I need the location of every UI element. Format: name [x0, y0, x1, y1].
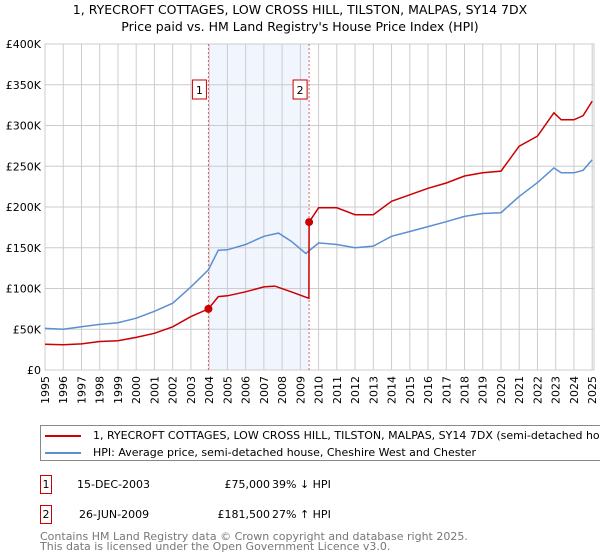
legend: 1, RYECROFT COTTAGES, LOW CROSS HILL, TI…	[40, 425, 600, 461]
sale-label-box	[292, 79, 308, 100]
sale-point	[204, 304, 213, 313]
x-tick-label: 2000	[130, 376, 143, 404]
sale-label-box	[191, 79, 207, 100]
y-tick-label: £300K	[6, 120, 42, 133]
y-tick-label: £200K	[6, 201, 42, 214]
x-tick-label: 2014	[386, 376, 399, 404]
x-tick-label: 2001	[148, 376, 161, 404]
footer-copyright: Contains HM Land Registry data © Crown c…	[40, 530, 468, 543]
legend-item-hpi: HPI: Average price, semi-detached house,…	[45, 446, 476, 459]
x-tick-label: 2009	[294, 376, 307, 404]
y-tick-label: £350K	[6, 79, 42, 92]
x-tick-label: 2025	[586, 376, 599, 404]
x-tick-label: 2011	[331, 376, 344, 404]
x-tick-label: 2005	[221, 376, 234, 404]
y-tick-label: £250K	[6, 160, 42, 173]
x-tick-label: 2018	[459, 376, 472, 404]
legend-item-property: 1, RYECROFT COTTAGES, LOW CROSS HILL, TI…	[45, 429, 600, 442]
x-tick-label: 2012	[349, 376, 362, 404]
x-tick-label: 2010	[313, 376, 326, 404]
transaction-hpi: 27% ↑ HPI	[272, 508, 331, 521]
property-price-line	[44, 100, 593, 346]
sale-label: 1	[196, 84, 203, 97]
x-tick-label: 1999	[112, 376, 125, 404]
plot-frame	[44, 43, 595, 371]
hpi-line	[44, 159, 593, 331]
price-chart: 1995 1996 1997 1998 1999 2000 2001 2002 2003 2004…	[6, 38, 599, 404]
sale-point	[305, 218, 314, 227]
legend-label: HPI: Average price, semi-detached house,…	[93, 446, 477, 459]
transaction-date: 15-DEC-2003	[77, 478, 151, 491]
legend-swatch-blue	[45, 451, 81, 454]
x-tick-label: 2023	[550, 376, 563, 404]
x-tick-label: 1996	[57, 376, 70, 404]
x-tick-label: 2017	[440, 376, 453, 404]
chart-title: 1, RYECROFT COTTAGES, LOW CROSS HILL, TI…	[72, 2, 528, 17]
transaction-row: 1 15-DEC-2003 £75,000 39% ↓ HPI	[40, 475, 600, 497]
y-tick-label: £100K	[6, 283, 42, 296]
transaction-badge: 1	[40, 475, 52, 494]
legend-swatch-red	[45, 434, 81, 437]
transaction-price: £75,000	[224, 478, 271, 491]
x-tick-label: 2013	[367, 376, 380, 404]
transaction-price: £181,500	[217, 508, 271, 521]
y-tick-label: £400K	[6, 38, 42, 51]
x-tick-label: 2006	[240, 376, 253, 404]
x-tick-label: 2019	[477, 376, 490, 404]
x-tick-label: 2020	[495, 376, 508, 404]
x-tick-label: 2015	[404, 376, 417, 404]
x-tick-label: 2003	[185, 376, 198, 404]
y-tick-label: £0	[27, 364, 41, 377]
x-tick-label: 2002	[167, 376, 180, 404]
transaction-date: 26-JUN-2009	[79, 508, 150, 521]
footer-licence: This data is licensed under the Open Gov…	[40, 540, 391, 553]
x-tick-label: 1995	[39, 376, 52, 404]
x-tick-label: 2008	[276, 376, 289, 404]
x-tick-label: 2016	[422, 376, 435, 404]
x-tick-label: 1997	[75, 376, 88, 404]
x-tick-label: 2021	[513, 376, 526, 404]
transaction-row: 2 26-JUN-2009 £181,500 27% ↑ HPI	[40, 505, 600, 527]
x-tick-label: 1998	[94, 376, 107, 404]
x-tick-label: 2007	[258, 376, 271, 404]
chart-subtitle: Price paid vs. HM Land Registry's House …	[121, 19, 479, 34]
legend-label: 1, RYECROFT COTTAGES, LOW CROSS HILL, TI…	[93, 429, 600, 442]
transaction-hpi: 39% ↓ HPI	[272, 478, 331, 491]
x-tick-label: 2004	[203, 376, 216, 404]
x-tick-label: 2022	[531, 376, 544, 404]
transaction-badge: 2	[40, 505, 52, 524]
y-tick-label: £50K	[13, 323, 42, 336]
sale-label: 2	[297, 84, 304, 97]
x-tick-label: 2024	[568, 376, 581, 404]
y-tick-label: £150K	[6, 242, 42, 255]
